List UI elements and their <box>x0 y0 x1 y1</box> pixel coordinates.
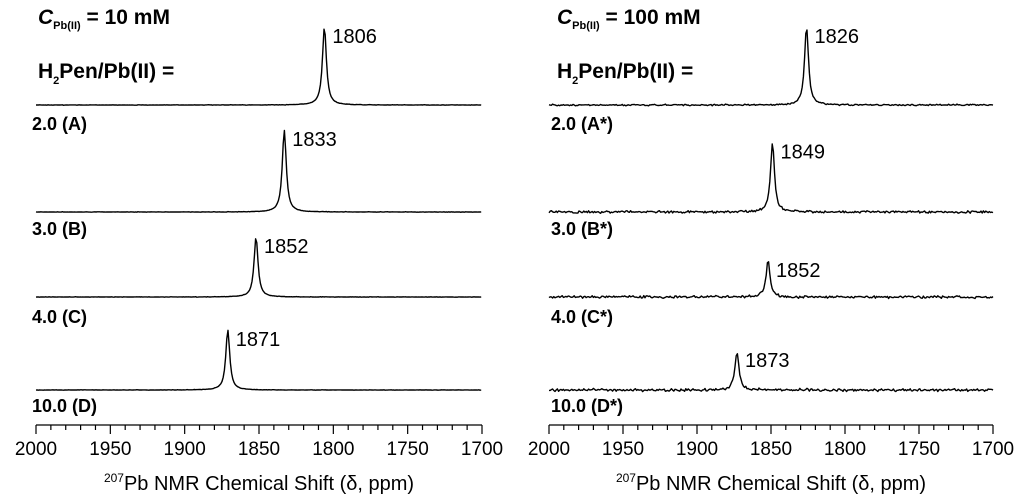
spectrum-trace-3 <box>35 238 482 298</box>
trace-label: 4.0 (C*) <box>551 307 613 327</box>
trace-label: 3.0 (B) <box>32 219 87 239</box>
spectrum-trace-2 <box>548 143 994 214</box>
peak-label: 1849 <box>780 141 825 163</box>
spectrum-trace-1 <box>548 29 994 107</box>
x-tick-label: 1900 <box>676 439 718 460</box>
trace-label: 3.0 (B*) <box>551 219 613 239</box>
x-axis-title-superscript: 207 <box>104 471 124 485</box>
concentration-symbol: C <box>38 6 54 29</box>
spectra-panel-1: CPb(II) = 10 mM H2Pen/Pb(II) = 1806 2.0 (A)… <box>15 6 503 495</box>
ratio-rest: Pen/Pb(II) = <box>578 60 693 83</box>
x-tick-label: 1800 <box>312 439 354 460</box>
trace-label: 10.0 (D*) <box>551 396 623 416</box>
ratio-subscript: 2 <box>572 75 578 87</box>
x-axis-title: 207Pb NMR Chemical Shift (δ, ppm) <box>616 471 926 495</box>
trace-label: 2.0 (A) <box>32 114 87 134</box>
x-tick-label: 2000 <box>15 439 57 460</box>
trace-label: 4.0 (C) <box>32 307 87 327</box>
x-axis-title: 207Pb NMR Chemical Shift (δ, ppm) <box>104 471 414 495</box>
peak-label: 1852 <box>264 236 309 258</box>
concentration-symbol: C <box>557 6 573 29</box>
spectrum-trace-2 <box>35 129 482 213</box>
x-axis-title-main: Pb NMR Chemical Shift (δ, ppm) <box>124 473 414 495</box>
x-tick-label: 1900 <box>164 439 206 460</box>
concentration-subscript: Pb(II) <box>572 20 600 32</box>
x-axis-title-main: Pb NMR Chemical Shift (δ, ppm) <box>636 473 926 495</box>
x-tick-label: 1750 <box>387 439 429 460</box>
x-tick-label: 1950 <box>89 439 131 460</box>
peak-label: 1852 <box>776 260 821 282</box>
ratio-header: H2Pen/Pb(II) = <box>557 60 693 87</box>
peak-label: 1833 <box>292 129 337 151</box>
spectrum-trace-3 <box>548 261 994 300</box>
ratio-rest: Pen/Pb(II) = <box>59 60 174 83</box>
spectra-panel-2: CPb(II) = 100 mM H2Pen/Pb(II) = 1826 2.0 (A… <box>528 6 1014 495</box>
peak-label: 1871 <box>236 329 281 351</box>
concentration-value: = 100 mM <box>600 6 701 29</box>
x-tick-label: 2000 <box>528 439 570 460</box>
ratio-subscript: 2 <box>53 75 59 87</box>
x-axis-title-superscript: 207 <box>616 471 636 485</box>
ratio-h: H <box>557 60 572 83</box>
concentration-subscript: Pb(II) <box>53 20 81 32</box>
trace-label: 2.0 (A*) <box>551 114 613 134</box>
peak-label: 1873 <box>745 350 790 372</box>
spectrum-trace-4 <box>549 353 994 393</box>
x-tick-label: 1750 <box>898 439 940 460</box>
x-tick-label: 1850 <box>750 439 792 460</box>
peak-label: 1806 <box>332 26 377 48</box>
x-tick-label: 1700 <box>461 439 503 460</box>
x-tick-label: 1950 <box>602 439 644 460</box>
x-tick-label: 1700 <box>972 439 1014 460</box>
ratio-header: H2Pen/Pb(II) = <box>38 60 174 87</box>
ratio-h: H <box>38 60 53 83</box>
x-tick-label: 1800 <box>824 439 866 460</box>
trace-label: 10.0 (D) <box>32 396 97 416</box>
concentration-header: CPb(II) = 10 mM <box>38 6 170 32</box>
concentration-value: = 10 mM <box>81 6 170 29</box>
x-tick-label: 1850 <box>238 439 280 460</box>
spectrum-trace-1 <box>36 28 482 106</box>
spectrum-trace-4 <box>35 329 482 391</box>
concentration-header: CPb(II) = 100 mM <box>557 6 701 32</box>
peak-label: 1826 <box>815 26 860 48</box>
